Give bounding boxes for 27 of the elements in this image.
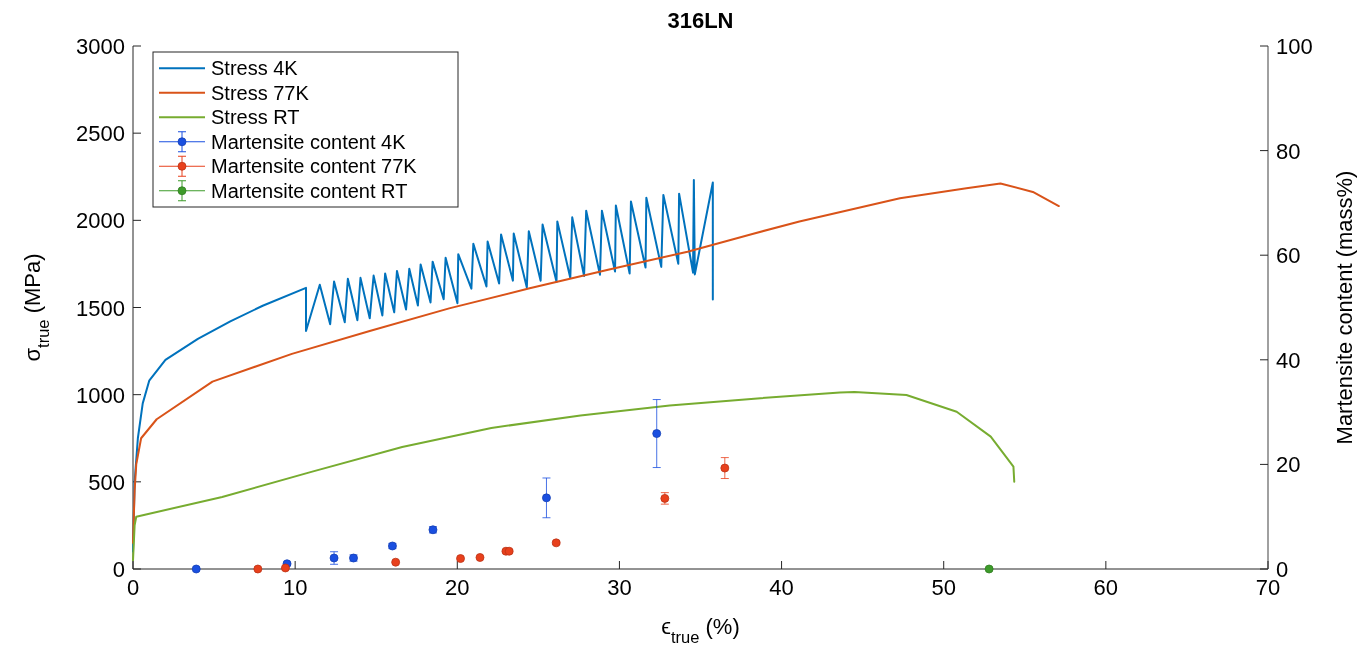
legend-label: Martensite content RT <box>211 179 408 202</box>
y2-tick-label: 60 <box>1276 243 1301 269</box>
legend-label: Stress RT <box>211 106 300 129</box>
y2-tick-label: 40 <box>1276 347 1301 373</box>
y2-tick-label: 80 <box>1276 138 1301 164</box>
y2-tick-label: 100 <box>1276 34 1313 59</box>
legend-label: Martensite content 4K <box>211 130 407 153</box>
legend-label: Stress 77K <box>211 81 310 104</box>
y2-tick-label: 20 <box>1276 452 1301 478</box>
chart-title: 316LN <box>667 8 734 33</box>
y-tick-label: 1000 <box>76 382 125 408</box>
x-tick-label: 10 <box>282 575 308 600</box>
y-tick-label: 2000 <box>76 208 125 234</box>
y-tick-label: 500 <box>88 469 125 495</box>
x-tick-label: 50 <box>931 575 956 600</box>
x-tick-label: 20 <box>445 575 470 600</box>
y-tick-label: 0 <box>112 557 125 582</box>
y-tick-label: 2500 <box>76 121 125 147</box>
y-tick-label: 1500 <box>76 295 125 321</box>
x-tick-label: 60 <box>1093 575 1119 600</box>
x-tick-label: 40 <box>769 575 794 600</box>
x-axis-title: ϵ$_{true}$ (%) <box>661 614 740 646</box>
legend-label: Martensite content 77K <box>211 155 418 178</box>
x-tick-label: 30 <box>607 575 632 600</box>
y2-axis-title: Martensite content (mass%) <box>1332 170 1357 445</box>
legend-label: Stress 4K <box>211 57 299 80</box>
y-tick-label: 3000 <box>76 34 125 59</box>
